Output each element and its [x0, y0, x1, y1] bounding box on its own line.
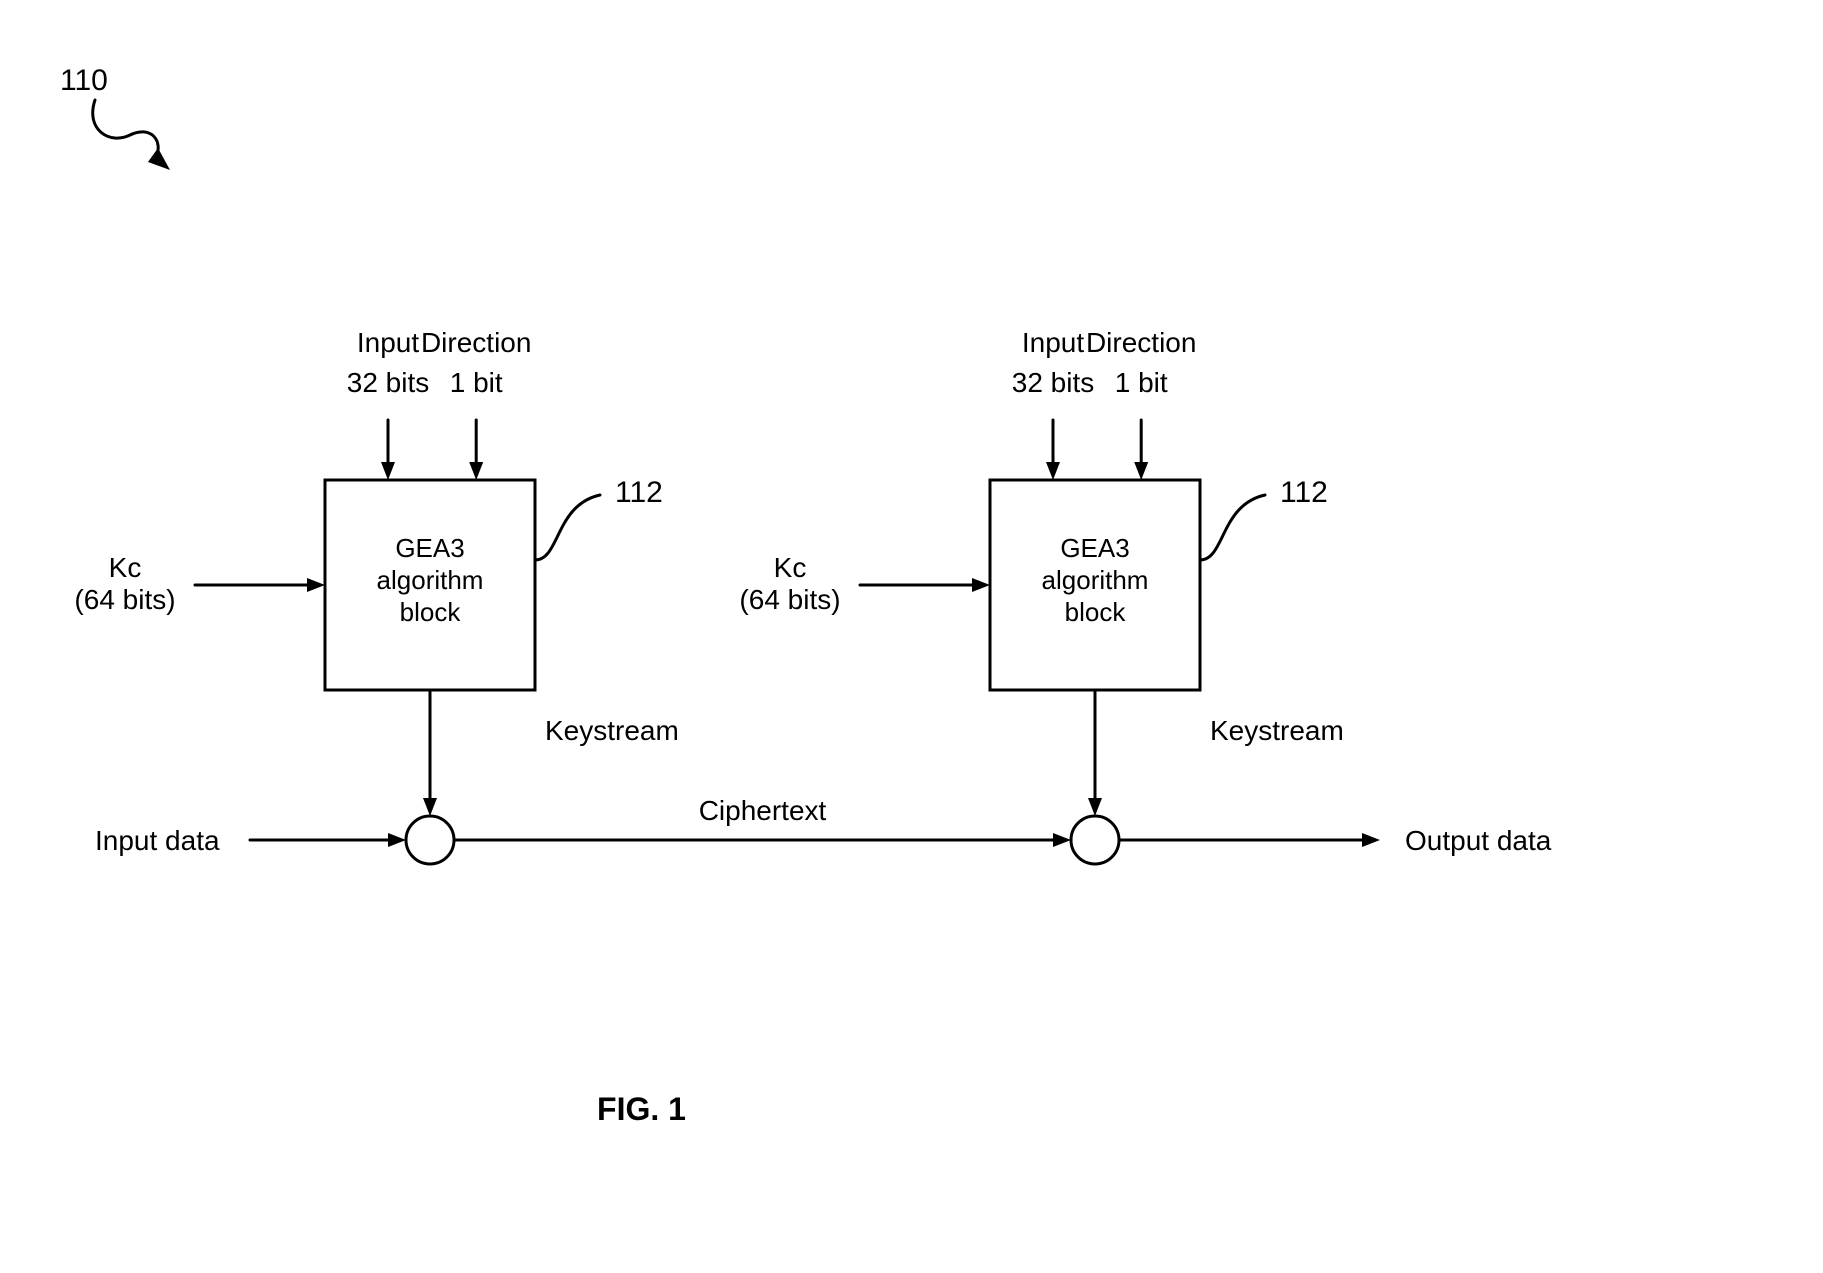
ref-112-left: 112 — [615, 476, 663, 509]
32bits-label-right: 32 bits — [1012, 367, 1095, 398]
kc-bits-label-right: (64 bits) — [739, 584, 840, 615]
figure-caption: FIG. 1 — [597, 1091, 686, 1127]
input-label-left: Input — [357, 327, 419, 358]
ciphertext-label: Ciphertext — [699, 795, 827, 826]
1bit-label-right: 1 bit — [1115, 367, 1168, 398]
ref-110-arrowhead — [148, 148, 170, 170]
input-arrow-right-head — [1046, 462, 1060, 480]
input-data-label: Input data — [95, 825, 220, 856]
gea3-line3-right: block — [1065, 597, 1127, 627]
ref-112-leader-left — [535, 495, 600, 560]
keystream-label-left: Keystream — [545, 715, 679, 746]
input-arrow-left-head — [381, 462, 395, 480]
keystream-label-right: Keystream — [1210, 715, 1344, 746]
ref-110-squiggle — [93, 100, 158, 160]
keystream-arrow-right-head — [1088, 798, 1102, 816]
output-data-arrow-head — [1362, 833, 1380, 847]
figure-ref-110: 110 — [60, 64, 108, 97]
direction-label-left: Direction — [421, 327, 531, 358]
gea3-line1-right: GEA3 — [1060, 533, 1129, 563]
ref-112-right: 112 — [1280, 476, 1328, 509]
gea3-line2-left: algorithm — [377, 565, 484, 595]
kc-arrow-right-head — [972, 578, 990, 592]
32bits-label-left: 32 bits — [347, 367, 430, 398]
ref-112-leader-right — [1200, 495, 1265, 560]
kc-label-left: Kc — [109, 552, 142, 583]
keystream-arrow-left-head — [423, 798, 437, 816]
combiner-circle-right — [1071, 816, 1119, 864]
input-data-arrow-head — [388, 833, 406, 847]
ciphertext-arrow-head — [1053, 833, 1071, 847]
kc-bits-label-left: (64 bits) — [74, 584, 175, 615]
diagram-canvas: 110GEA3algorithmblockInputDirection32 bi… — [0, 0, 1823, 1273]
gea3-line2-right: algorithm — [1042, 565, 1149, 595]
input-label-right: Input — [1022, 327, 1084, 358]
output-data-label: Output data — [1405, 825, 1552, 856]
gea3-line3-left: block — [400, 597, 462, 627]
direction-arrow-right-head — [1134, 462, 1148, 480]
1bit-label-left: 1 bit — [450, 367, 503, 398]
direction-label-right: Direction — [1086, 327, 1196, 358]
gea3-line1-left: GEA3 — [395, 533, 464, 563]
direction-arrow-left-head — [469, 462, 483, 480]
kc-label-right: Kc — [774, 552, 807, 583]
combiner-circle-left — [406, 816, 454, 864]
kc-arrow-left-head — [307, 578, 325, 592]
